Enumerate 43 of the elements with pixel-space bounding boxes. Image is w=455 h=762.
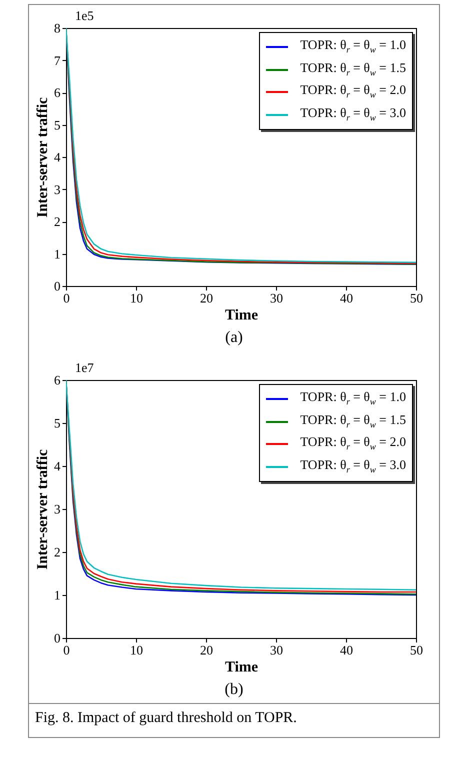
x-tick-label: 50 (410, 642, 423, 658)
x-tick-label: 20 (200, 290, 213, 306)
x-tick-label: 30 (270, 642, 283, 658)
y-tick-label: 6 (54, 372, 61, 388)
x-tick-label: 30 (270, 290, 283, 306)
y-axis-title: Inter-server traffic (35, 96, 51, 218)
legend-label: TOPR: θ$_{r}$ = θ$_{w}$ = 1.0 (300, 36, 406, 57)
legend-label: TOPR: θ$_{r}$ = θ$_{w}$ = 3.0 (300, 456, 406, 476)
y-tick-label: 7 (54, 52, 61, 68)
y-tick-label: 1 (54, 246, 60, 262)
y-tick-label: 1 (54, 588, 60, 602)
x-tick-label: 10 (130, 290, 143, 306)
legend-label: TOPR: θ$_{r}$ = θ$_{w}$ = 2.0 (300, 433, 406, 454)
x-tick-label: 20 (200, 642, 213, 658)
y-tick-label: 3 (54, 502, 60, 516)
legend-label: TOPR: θ$_{r}$ = θ$_{w}$ = 2.0 (300, 81, 406, 102)
y-axis-title: Inter-server traffic (35, 448, 51, 570)
y-tick-label: 8 (54, 20, 60, 36)
y-tick-label: 5 (54, 416, 60, 430)
y-tick-label: 4 (54, 458, 61, 474)
text: 1e5 (75, 8, 94, 24)
y-tick-label: 4 (54, 150, 61, 164)
legend-label: TOPR: θ$_{r}$ = θ$_{w}$ = 1.5 (300, 58, 406, 80)
legend-label: TOPR: θ$_{r}$ = θ$_{w}$ = 1.0 (300, 388, 406, 409)
y-tick-label: 3 (54, 182, 60, 197)
y-tick-label: 2 (54, 544, 60, 560)
y-tick-label: 0 (54, 630, 60, 646)
x-tick-label: 40 (340, 290, 353, 306)
text: 1e7 (75, 360, 94, 376)
caption: Fig. 8. Impact of guard threshold on TOPR. (29, 703, 439, 733)
x-axis-title: Time (224, 660, 258, 676)
y-tick-label: 2 (54, 214, 60, 229)
x-tick-label: 50 (410, 290, 423, 306)
y-tick-label: 6 (54, 85, 61, 100)
y-tick-label: 0 (54, 278, 60, 294)
x-tick-label: 40 (340, 642, 353, 658)
x-tick-label: 10 (130, 642, 143, 658)
text: (b) (224, 681, 244, 699)
text: (a) (224, 329, 244, 347)
x-axis-title: Time (224, 308, 258, 324)
legend-label: TOPR: θ$_{r}$ = θ$_{w}$ = 1.5 (300, 410, 406, 432)
legend-label: TOPR: θ$_{r}$ = θ$_{w}$ = 3.0 (300, 104, 406, 124)
y-tick-label: 5 (54, 117, 60, 132)
